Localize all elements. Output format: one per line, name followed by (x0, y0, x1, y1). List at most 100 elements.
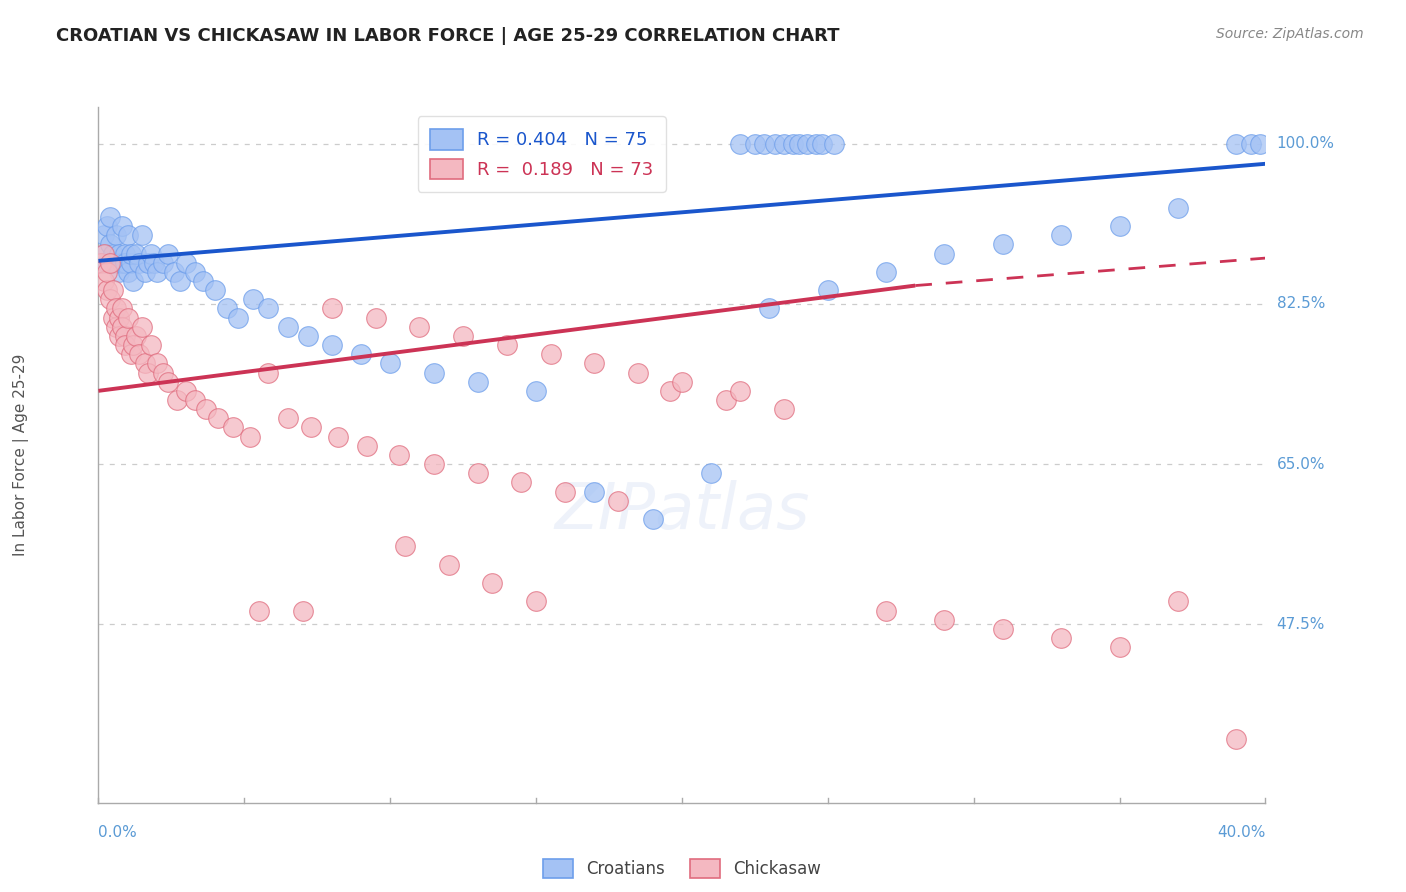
Point (108, 310, 131, 325)
Point (752, 136, 775, 151)
Point (120, 255, 142, 269)
Point (408, 319, 430, 334)
Point (823, 136, 845, 151)
Point (1050, 228, 1073, 243)
Point (321, 301, 343, 316)
Point (157, 246, 180, 260)
Point (117, 265, 139, 279)
Point (163, 265, 186, 279)
Point (122, 338, 145, 352)
Point (98, 255, 121, 269)
Text: 40.0%: 40.0% (1218, 825, 1265, 840)
Text: In Labor Force | Age 25-29: In Labor Force | Age 25-29 (13, 354, 30, 556)
Point (991, 622, 1014, 636)
Point (481, 576, 503, 591)
Text: 0.0%: 0.0% (98, 825, 138, 840)
Point (134, 356, 156, 370)
Point (728, 384, 751, 398)
Point (125, 329, 148, 343)
Point (277, 319, 299, 334)
Point (763, 136, 786, 151)
Legend: Croatians, Chickasaw: Croatians, Chickasaw (536, 853, 828, 885)
Point (174, 255, 197, 269)
Text: 82.5%: 82.5% (1277, 296, 1324, 311)
Point (787, 136, 810, 151)
Point (350, 347, 373, 361)
Point (934, 246, 956, 260)
Point (524, 594, 547, 608)
Point (782, 136, 804, 151)
Point (641, 512, 664, 526)
Point (96, 283, 118, 297)
Point (120, 347, 142, 361)
Point (291, 603, 314, 617)
Point (1225, 731, 1247, 746)
Point (204, 283, 226, 297)
Text: 100.0%: 100.0% (1277, 136, 1334, 151)
Point (1225, 136, 1247, 151)
Point (139, 338, 162, 352)
Point (875, 265, 897, 279)
Point (627, 366, 650, 380)
Point (811, 136, 834, 151)
Point (166, 392, 188, 407)
Point (104, 319, 127, 334)
Point (98, 293, 121, 307)
Point (101, 310, 124, 325)
Point (96, 219, 118, 233)
Point (120, 246, 142, 260)
Point (114, 338, 136, 352)
Point (174, 384, 197, 398)
Point (228, 310, 250, 325)
Point (451, 329, 474, 343)
Point (169, 274, 191, 288)
Point (101, 246, 124, 260)
Point (378, 356, 402, 370)
Point (108, 246, 131, 260)
Text: ZIPatlas: ZIPatlas (554, 480, 810, 541)
Point (108, 329, 131, 343)
Point (215, 301, 238, 316)
Point (111, 319, 134, 334)
Point (659, 384, 682, 398)
Point (157, 375, 180, 389)
Point (142, 255, 165, 269)
Point (111, 219, 134, 233)
Point (90, 255, 112, 269)
Point (510, 475, 533, 490)
Point (1108, 640, 1130, 655)
Point (247, 603, 270, 617)
Point (277, 411, 299, 425)
Point (108, 265, 131, 279)
Point (1108, 219, 1130, 233)
Point (152, 366, 174, 380)
Point (111, 255, 134, 269)
Point (134, 265, 156, 279)
Text: CROATIAN VS CHICKASAW IN LABOR FORCE | AGE 25-29 CORRELATION CHART: CROATIAN VS CHICKASAW IN LABOR FORCE | A… (56, 27, 839, 45)
Point (804, 136, 827, 151)
Point (991, 237, 1014, 252)
Point (1167, 201, 1189, 215)
Point (114, 329, 136, 343)
Point (297, 329, 319, 343)
Point (299, 420, 322, 434)
Point (423, 366, 446, 380)
Point (796, 136, 818, 151)
Point (1240, 136, 1263, 151)
Point (554, 484, 576, 499)
Point (93, 246, 115, 260)
Point (467, 467, 489, 481)
Point (98, 237, 121, 252)
Point (128, 255, 150, 269)
Point (146, 356, 169, 370)
Point (193, 274, 215, 288)
Point (606, 493, 628, 508)
Point (1167, 594, 1189, 608)
Point (728, 136, 751, 151)
Text: Source: ZipAtlas.com: Source: ZipAtlas.com (1216, 27, 1364, 41)
Text: 47.5%: 47.5% (1277, 616, 1324, 632)
Point (934, 613, 956, 627)
Point (93, 228, 115, 243)
Text: 65.0%: 65.0% (1277, 457, 1324, 472)
Point (117, 228, 139, 243)
